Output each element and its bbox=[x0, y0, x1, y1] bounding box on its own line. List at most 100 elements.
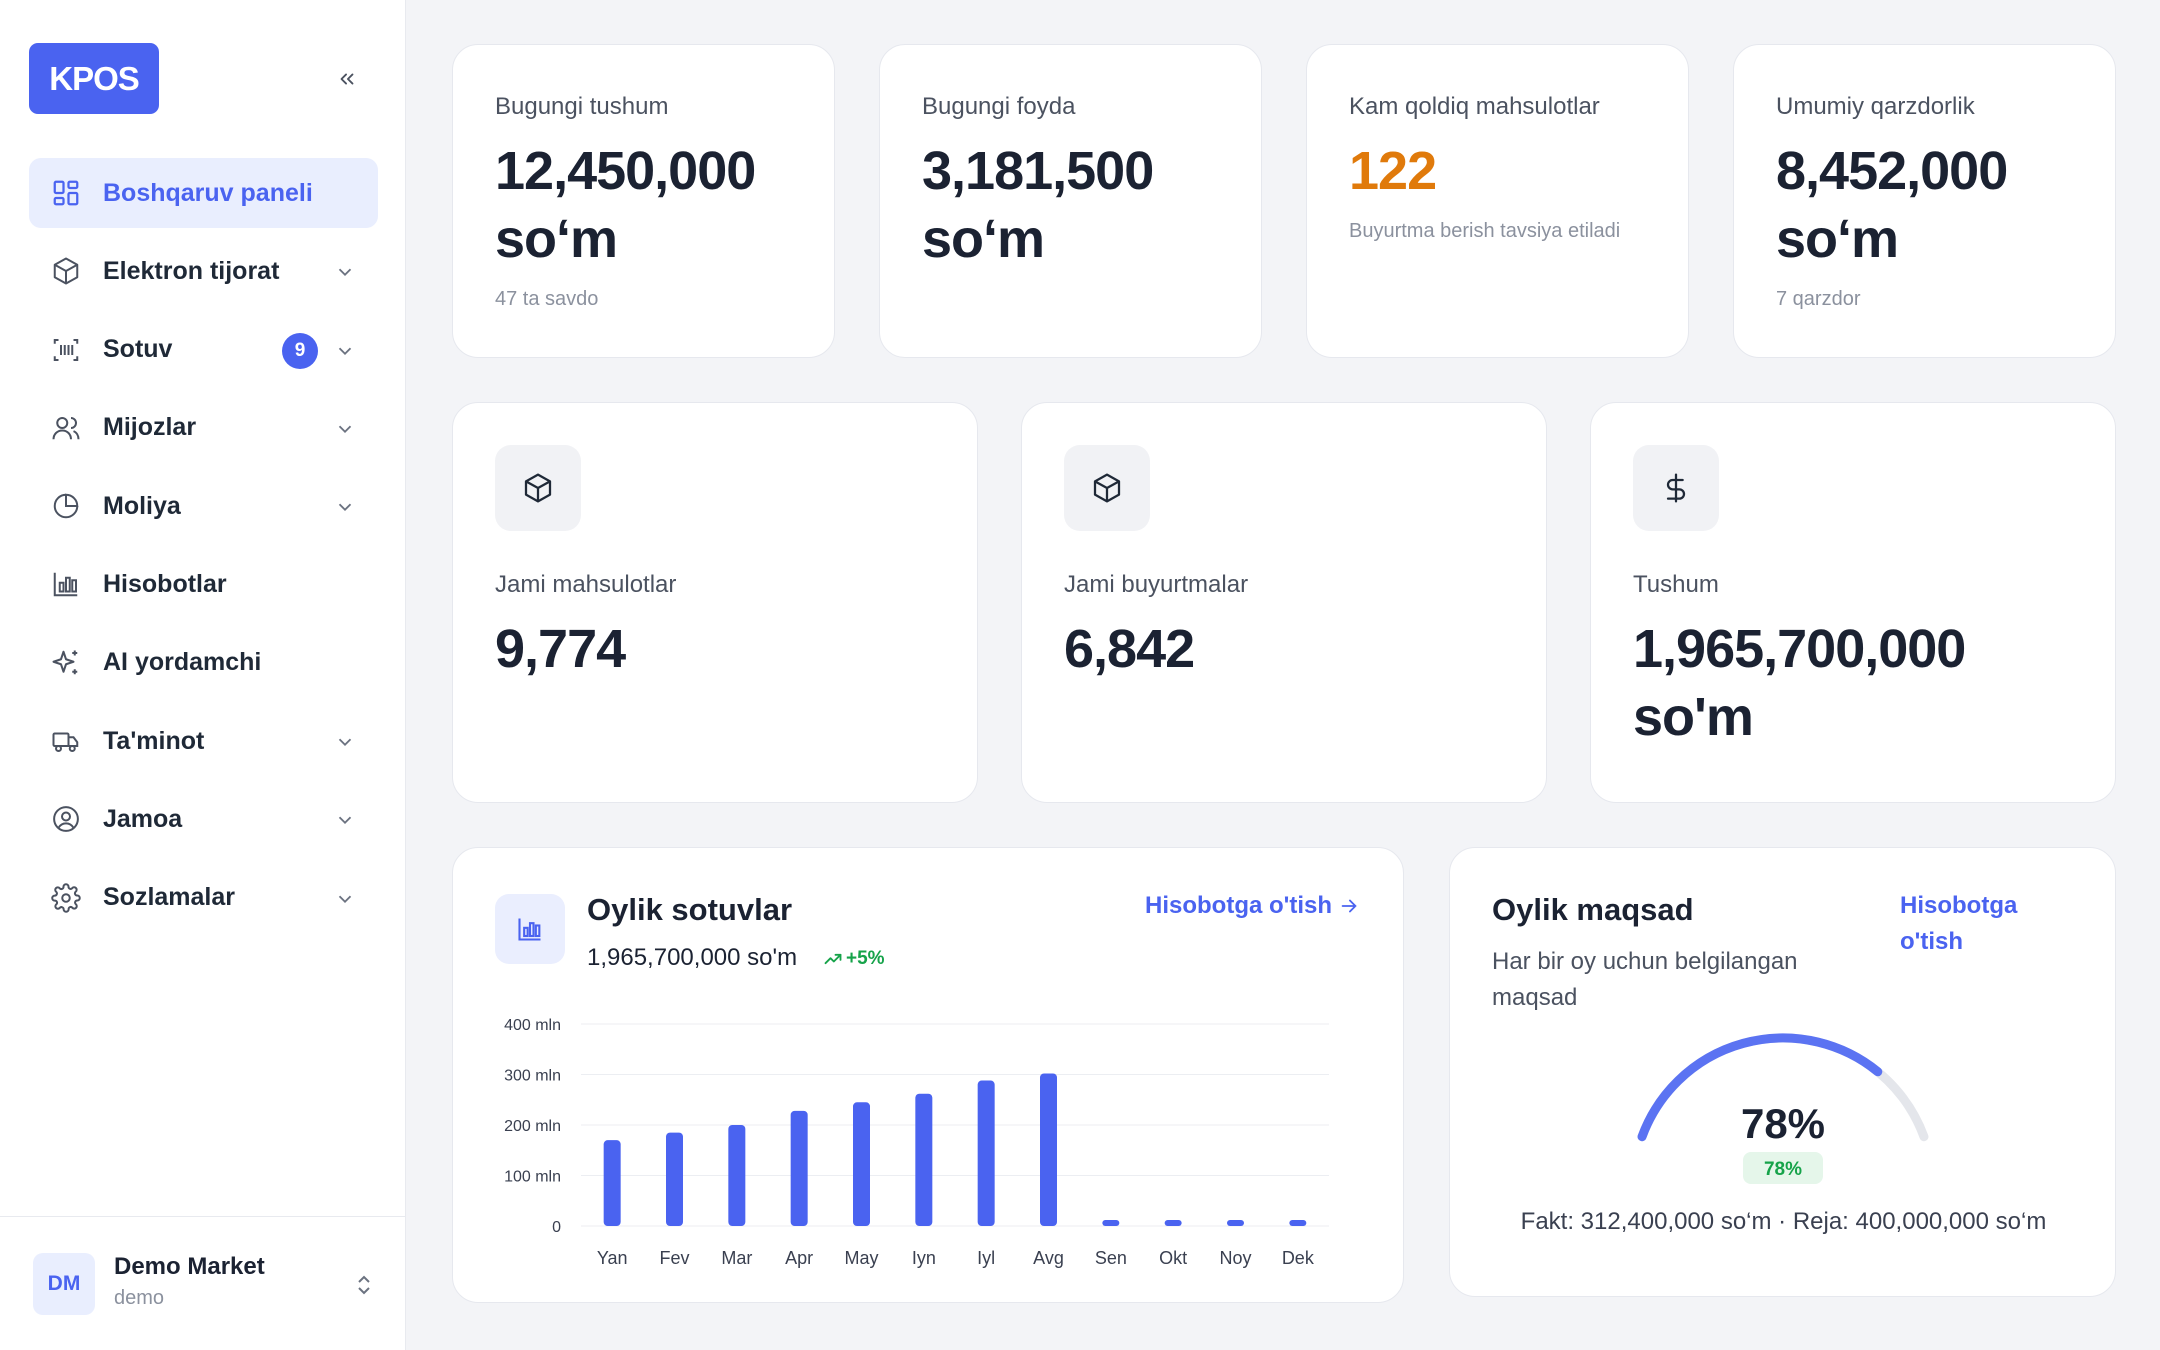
x-tick-label: Okt bbox=[1159, 1248, 1187, 1268]
arrow-right-icon bbox=[1341, 899, 1357, 913]
sales-total: 1,965,700,000 so'm bbox=[587, 944, 798, 971]
stat-value-unit: so'm bbox=[1633, 687, 1754, 747]
stat-card-total-products: Jami mahsulotlar 9,774 bbox=[452, 402, 978, 803]
bar-Sen[interactable] bbox=[1102, 1220, 1120, 1226]
stat-label: Jami buyurtmalar bbox=[1064, 571, 1249, 598]
kpi-value-unit: so‘m bbox=[1776, 209, 1899, 269]
kpos-logo[interactable]: KPOS bbox=[29, 43, 159, 114]
y-tick-label: 400 mln bbox=[504, 1017, 561, 1034]
gear-icon bbox=[49, 881, 83, 915]
sidebar-nav: Boshqaruv paneli Elektron tijorat Sotuv … bbox=[29, 158, 378, 941]
kpi-subtext: 7 qarzdor bbox=[1776, 288, 1861, 310]
bar-Okt[interactable] bbox=[1164, 1220, 1182, 1226]
bar-Dek[interactable] bbox=[1289, 1220, 1307, 1226]
goal-summary: Fakt: 312,400,000 so‘m · Reja: 400,000,0… bbox=[1520, 1208, 2047, 1235]
gauge-badge-label: 78% bbox=[1764, 1159, 1802, 1180]
sidebar-item-customers[interactable]: Mijozlar bbox=[29, 393, 378, 463]
bar-May[interactable] bbox=[853, 1102, 870, 1226]
sidebar-item-supply[interactable]: Ta'minot bbox=[29, 706, 378, 776]
sidebar-item-label: Elektron tijorat bbox=[103, 256, 280, 285]
sidebar-item-settings[interactable]: Sozlamalar bbox=[29, 863, 378, 933]
kpi-subtext: 47 ta savdo bbox=[495, 288, 599, 310]
chevrons-up-down-icon[interactable] bbox=[352, 1272, 376, 1298]
users-icon bbox=[49, 411, 83, 445]
bar-Avg[interactable] bbox=[1040, 1073, 1057, 1226]
kpi-card-total-debt: Umumiy qarzdorlik 8,452,000 so‘m 7 qarzdo… bbox=[1733, 44, 2116, 358]
sidebar-item-label: Sotuv bbox=[103, 335, 173, 364]
sidebar: KPOS Boshqaruv paneli Elektron tijorat S… bbox=[0, 0, 406, 1350]
bar-Apr[interactable] bbox=[790, 1110, 808, 1226]
chevron-down-icon[interactable] bbox=[334, 731, 356, 753]
x-tick-label: Dek bbox=[1282, 1248, 1315, 1268]
kpi-card-today-profit: Bugungi foyda 3,181,500 so‘m bbox=[879, 44, 1262, 358]
goal-report-link-label: o'tish bbox=[1900, 928, 1964, 955]
stat-value: 6,842 bbox=[1064, 619, 1195, 679]
sidebar-item-sales[interactable]: Sotuv 9 bbox=[29, 315, 378, 385]
chevron-down-icon[interactable] bbox=[334, 418, 356, 440]
sidebar-item-team[interactable]: Jamoa bbox=[29, 784, 378, 854]
dollar-icon bbox=[1633, 445, 1719, 531]
sidebar-item-ai-assistant[interactable]: AI yordamchi bbox=[29, 628, 378, 698]
kpi-value-amount: 12,450,000 bbox=[495, 141, 756, 201]
sidebar-item-label: Mijozlar bbox=[103, 413, 197, 442]
x-tick-label: Iyn bbox=[912, 1248, 936, 1268]
kpi-label: Bugungi foyda bbox=[922, 93, 1076, 120]
collapse-sidebar-button[interactable] bbox=[330, 62, 364, 96]
x-tick-label: Iyl bbox=[977, 1248, 995, 1268]
chevron-down-icon[interactable] bbox=[334, 809, 356, 831]
kpi-value-unit: so‘m bbox=[922, 209, 1045, 269]
bar-Yan[interactable] bbox=[603, 1140, 621, 1226]
sidebar-item-label: Ta'minot bbox=[103, 726, 205, 755]
chevron-down-icon[interactable] bbox=[334, 496, 356, 518]
sidebar-item-label: Jamoa bbox=[103, 804, 183, 833]
kpi-value: 8,452,000 so‘m bbox=[1776, 137, 2008, 273]
chevron-down-icon[interactable] bbox=[334, 261, 356, 283]
kpi-card-low-stock[interactable]: Kam qoldiq mahsulotlar 122 Buyurtma beri… bbox=[1306, 44, 1689, 358]
pie-chart-icon bbox=[49, 489, 83, 523]
goal-title: Oylik maqsad bbox=[1492, 892, 1694, 927]
gauge-percent: 78% bbox=[1741, 1100, 1825, 1147]
sidebar-item-label: Sozlamalar bbox=[103, 883, 236, 912]
chevron-down-icon[interactable] bbox=[334, 888, 356, 910]
y-tick-label: 200 mln bbox=[504, 1118, 561, 1135]
sidebar-item-label: Boshqaruv paneli bbox=[103, 178, 313, 207]
store-switcher[interactable]: DM Demo Market demo bbox=[0, 1216, 406, 1350]
goal-report-link-label: Hisobotga bbox=[1900, 892, 2018, 919]
kpi-subtext: Buyurtma berish tavsiya etiladi bbox=[1349, 220, 1621, 242]
barcode-icon bbox=[49, 333, 83, 367]
sidebar-item-finance[interactable]: Moliya bbox=[29, 471, 378, 541]
sidebar-item-label: Hisobotlar bbox=[103, 569, 227, 598]
bar-Iyn[interactable] bbox=[915, 1093, 933, 1226]
monthly-sales-card: Oylik sotuvlar 1,965,700,000 so'm +5% Hi… bbox=[452, 847, 1404, 1303]
chevron-down-icon[interactable] bbox=[334, 340, 356, 362]
kpi-label: Umumiy qarzdorlik bbox=[1776, 93, 1975, 120]
store-username: demo bbox=[114, 1287, 165, 1309]
gauge-progress bbox=[1637, 1033, 1883, 1142]
bar-chart-icon bbox=[495, 894, 565, 964]
bar-chart-icon bbox=[49, 567, 83, 601]
bar-Noy[interactable] bbox=[1227, 1220, 1244, 1226]
sidebar-item-ecommerce[interactable]: Elektron tijorat bbox=[29, 236, 378, 306]
cube-icon bbox=[495, 445, 581, 531]
sales-report-link[interactable]: Hisobotga o'tish bbox=[1145, 892, 1360, 920]
sidebar-item-reports[interactable]: Hisobotlar bbox=[29, 549, 378, 619]
kpi-value-unit: so‘m bbox=[495, 209, 618, 269]
kpi-value: 12,450,000 so‘m bbox=[495, 137, 756, 273]
avatar: DM bbox=[33, 1253, 95, 1315]
sales-report-link-label: Hisobotga o'tish bbox=[1145, 892, 1333, 919]
goal-report-link[interactable]: Hisobotga o'tish bbox=[1900, 888, 2017, 960]
x-tick-label: Noy bbox=[1219, 1248, 1251, 1268]
kpi-label: Bugungi tushum bbox=[495, 93, 669, 120]
dashboard-icon bbox=[49, 176, 83, 210]
bar-Fev[interactable] bbox=[666, 1132, 683, 1226]
cube-icon bbox=[1064, 445, 1150, 531]
bar-Iyl[interactable] bbox=[977, 1080, 995, 1226]
x-tick-label: May bbox=[844, 1248, 878, 1268]
sidebar-item-dashboard[interactable]: Boshqaruv paneli bbox=[29, 158, 378, 228]
kpi-value: 122 bbox=[1349, 141, 1437, 201]
stat-card-revenue: Tushum 1,965,700,000 so'm bbox=[1590, 402, 2116, 803]
truck-icon bbox=[49, 724, 83, 758]
bar-Mar[interactable] bbox=[728, 1125, 746, 1226]
stat-value-amount: 1,965,700,000 bbox=[1633, 619, 1966, 679]
kpi-value-amount: 8,452,000 bbox=[1776, 141, 2008, 201]
